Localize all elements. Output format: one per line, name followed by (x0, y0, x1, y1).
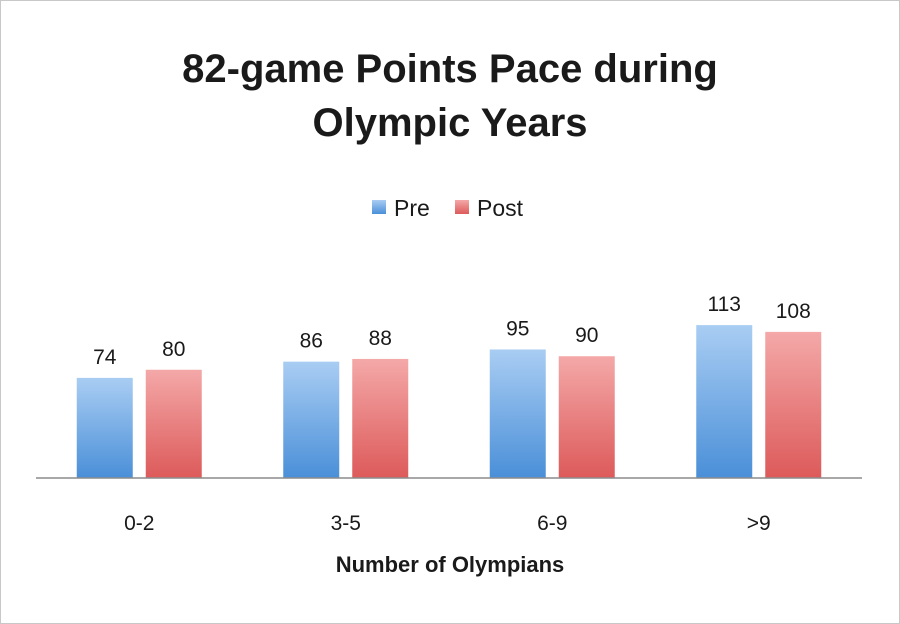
data-label-pre-1: 74 (93, 346, 117, 369)
chart-title-line-2: Olympic Years (313, 101, 588, 145)
bar-pre-2 (283, 361, 340, 478)
data-labels-group: 74 80 86 88 95 90 113 108 (93, 293, 811, 369)
x-tick-label-4: >9 (747, 512, 771, 535)
x-tick-label-2: 3-5 (331, 512, 361, 535)
chart-title-line-1: 82-game Points Pace during (182, 47, 718, 91)
data-label-post-3: 90 (575, 324, 598, 347)
bar-pre-1 (76, 377, 133, 478)
legend-label-pre: Pre (394, 195, 430, 221)
x-tick-labels: 0-2 3-5 6-9 >9 (124, 512, 771, 535)
data-label-pre-3: 95 (506, 317, 529, 340)
bar-pre-3 (489, 349, 546, 478)
data-label-pre-4: 113 (708, 293, 741, 316)
data-label-pre-2: 86 (300, 330, 323, 353)
bars-group (76, 325, 822, 478)
bar-pre-4 (696, 325, 753, 478)
data-label-post-2: 88 (369, 327, 392, 350)
x-tick-label-3: 6-9 (537, 512, 567, 535)
bar-post-4 (765, 331, 822, 478)
data-label-post-4: 108 (776, 300, 811, 323)
legend-swatch-post (455, 200, 469, 214)
bar-post-1 (145, 369, 202, 478)
legend-label-post: Post (477, 195, 524, 221)
bar-post-3 (558, 356, 615, 478)
bar-post-2 (352, 358, 409, 478)
data-label-post-1: 80 (162, 338, 185, 361)
x-axis-title: Number of Olympians (336, 552, 565, 577)
x-tick-label-1: 0-2 (124, 512, 154, 535)
legend-swatch-pre (372, 200, 386, 214)
legend: Pre Post (372, 195, 524, 221)
